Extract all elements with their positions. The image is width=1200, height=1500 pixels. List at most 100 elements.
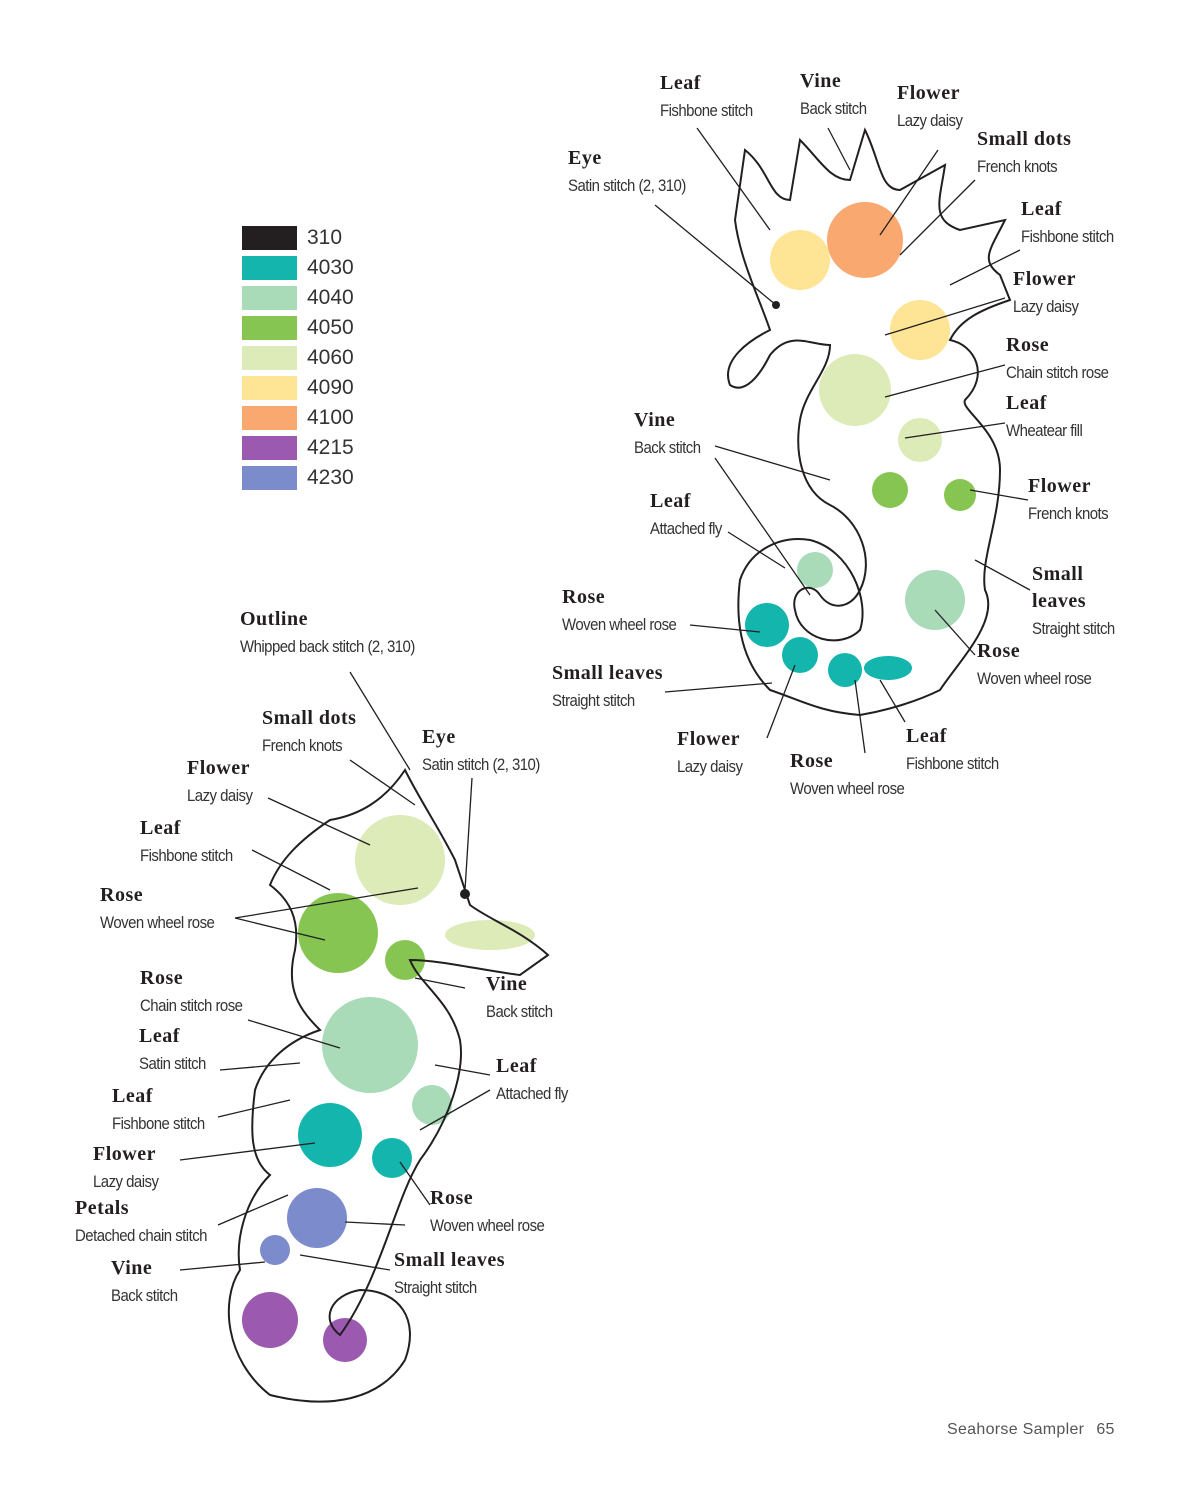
legend-swatch: [242, 316, 297, 340]
callout: Small leaves Straight stitch: [394, 1247, 505, 1301]
shape: [890, 300, 950, 360]
legend-code: 4215: [307, 436, 354, 459]
shape: [905, 570, 965, 630]
callout: Rose Chain stitch rose: [1006, 332, 1122, 386]
shape: [298, 1103, 362, 1167]
legend-code: 4090: [307, 376, 354, 399]
callout: Leaf Fishbone stitch: [1021, 196, 1126, 250]
callout-name: Rose: [1006, 334, 1050, 356]
callout: Rose Woven wheel rose: [100, 882, 230, 936]
callout-stitch: Satin stitch: [139, 1054, 206, 1073]
callout: Small leaves Straight stitch: [552, 660, 663, 714]
callout: Flower Lazy daisy: [677, 726, 751, 780]
callout-name: Rose: [100, 884, 144, 906]
callout-stitch: Lazy daisy: [1013, 297, 1079, 316]
callout-name: Small leaves: [1032, 563, 1087, 612]
callout-stitch: Attached fly: [650, 519, 722, 538]
callout-name: Leaf: [660, 72, 701, 94]
callout: Rose Woven wheel rose: [977, 638, 1107, 692]
callout-stitch: Fishbone stitch: [906, 754, 999, 773]
shape: [322, 997, 418, 1093]
callout: Leaf Satin stitch: [139, 1023, 215, 1077]
callout-name: Flower: [1013, 268, 1076, 290]
legend-swatch: [242, 376, 297, 400]
callout: Flower Lazy daisy: [1013, 266, 1087, 320]
callout: Flower Lazy daisy: [93, 1141, 167, 1195]
legend-swatch: [242, 346, 297, 370]
callout-stitch: Lazy daisy: [677, 757, 743, 776]
legend-swatch: [242, 406, 297, 430]
shape: [797, 552, 833, 588]
legend-code: 310: [307, 226, 343, 249]
callout: Vine Back stitch: [800, 68, 876, 122]
callout-stitch: Fishbone stitch: [112, 1114, 205, 1133]
callout: Rose Woven wheel rose: [790, 748, 920, 802]
legend-item: 4040: [242, 286, 354, 310]
callout-name: Leaf: [1006, 392, 1047, 414]
legend-code: 4100: [307, 406, 354, 429]
legend-swatch: [242, 436, 297, 460]
shape: [745, 603, 789, 647]
leader-lines: [179, 671, 491, 1271]
legend-code: 4230: [307, 466, 354, 489]
shape: [372, 1138, 412, 1178]
shape: [412, 1085, 452, 1125]
outline: [727, 127, 1012, 717]
callout: Flower Lazy daisy: [897, 80, 971, 134]
callout-name: Flower: [93, 1143, 156, 1165]
callout: Petals Detached chain stitch: [75, 1195, 225, 1249]
callout-stitch: Whipped back stitch (2, 310): [240, 637, 415, 656]
callout-stitch: Woven wheel rose: [790, 779, 905, 798]
callout: Flower Lazy daisy: [187, 755, 261, 809]
callout-name: Leaf: [140, 817, 181, 839]
callout: Eye Satin stitch (2, 310): [568, 145, 702, 199]
leader-lines: [654, 127, 1031, 754]
callout-name: Small dots: [262, 707, 357, 729]
callout-stitch: French knots: [262, 736, 343, 755]
callout-stitch: Woven wheel rose: [977, 669, 1092, 688]
shape: [770, 230, 830, 290]
shape: [242, 1292, 298, 1348]
callout: Leaf Attached fly: [650, 488, 732, 542]
callout-name: Rose: [562, 586, 606, 608]
callout-stitch: Back stitch: [111, 1286, 178, 1305]
callout-stitch: Fishbone stitch: [660, 101, 753, 120]
callout-stitch: Back stitch: [634, 438, 701, 457]
callout-name: Petals: [75, 1197, 130, 1219]
callout-stitch: Fishbone stitch: [140, 846, 233, 865]
callout-stitch: Attached fly: [496, 1084, 568, 1103]
callout: Small dots French knots: [262, 705, 356, 759]
callout-name: Outline: [240, 608, 308, 630]
callout-name: Flower: [1028, 475, 1091, 497]
callout-name: Vine: [486, 973, 528, 995]
callout-stitch: Wheatear fill: [1006, 421, 1083, 440]
callout-stitch: Lazy daisy: [93, 1172, 159, 1191]
legend-item: 4215: [242, 436, 354, 460]
callout-stitch: Straight stitch: [552, 691, 635, 710]
shape: [287, 1188, 347, 1248]
callout-stitch: Chain stitch rose: [1006, 363, 1109, 382]
callout: Rose Woven wheel rose: [562, 584, 692, 638]
callout-stitch: French knots: [1028, 504, 1109, 523]
callout-name: Eye: [568, 147, 602, 169]
callout-name: Leaf: [112, 1085, 153, 1107]
legend-item: 4030: [242, 256, 354, 280]
callout: Rose Woven wheel rose: [430, 1185, 560, 1239]
shape: [260, 1235, 290, 1265]
seahorse-right: [654, 127, 1031, 754]
callout-stitch: Satin stitch (2, 310): [422, 755, 540, 774]
callout-name: Rose: [140, 967, 184, 989]
callout: Leaf Attached fly: [496, 1053, 578, 1107]
legend-swatch: [242, 466, 297, 490]
callout-name: Flower: [187, 757, 250, 779]
callout-stitch: Woven wheel rose: [100, 913, 215, 932]
callout-stitch: Lazy daisy: [187, 786, 253, 805]
seahorse-left: [179, 671, 550, 1403]
callout-name: Vine: [800, 70, 842, 92]
shape: [944, 479, 976, 511]
callout-stitch: Back stitch: [486, 1002, 553, 1021]
shape: [898, 418, 942, 462]
callout-name: Eye: [422, 726, 456, 748]
legend-swatch: [242, 256, 297, 280]
